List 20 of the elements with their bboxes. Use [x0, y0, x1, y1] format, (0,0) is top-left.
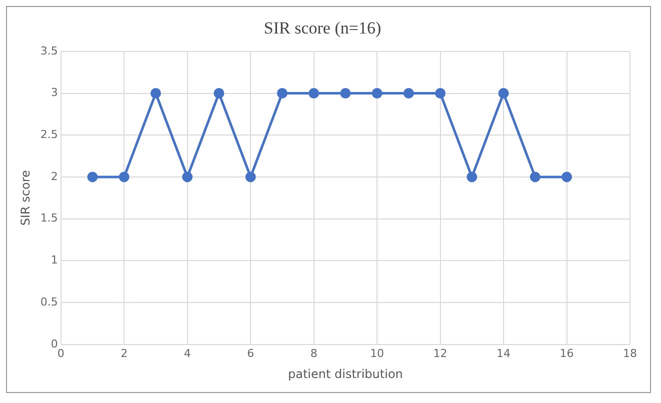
- y-axis-title: SIR score: [18, 170, 32, 226]
- y-tick-label: 1.5: [40, 212, 58, 225]
- x-tick-label: 16: [560, 346, 574, 360]
- x-axis-title: patient distribution: [288, 366, 403, 381]
- y-tick-label: 1: [50, 254, 58, 267]
- x-tick-label: 18: [623, 346, 637, 360]
- y-tick-label: 3.5: [40, 44, 58, 58]
- y-tick-label: 2.5: [40, 128, 58, 141]
- y-tick-label: 0.5: [40, 295, 58, 308]
- y-tick-label: 0: [50, 337, 58, 350]
- chart-title: SIR score (n=16): [264, 18, 382, 38]
- x-tick-label: 14: [496, 346, 511, 360]
- x-tick-label: 6: [247, 346, 254, 360]
- y-tick-label: 2: [50, 170, 58, 183]
- x-tick-label: 8: [310, 346, 318, 360]
- y-tick-label: 3: [50, 86, 58, 100]
- x-tick-label: 2: [120, 346, 128, 360]
- x-tick-label: 12: [433, 346, 448, 360]
- x-tick-label: 10: [370, 346, 384, 360]
- x-tick-label: 4: [184, 346, 191, 360]
